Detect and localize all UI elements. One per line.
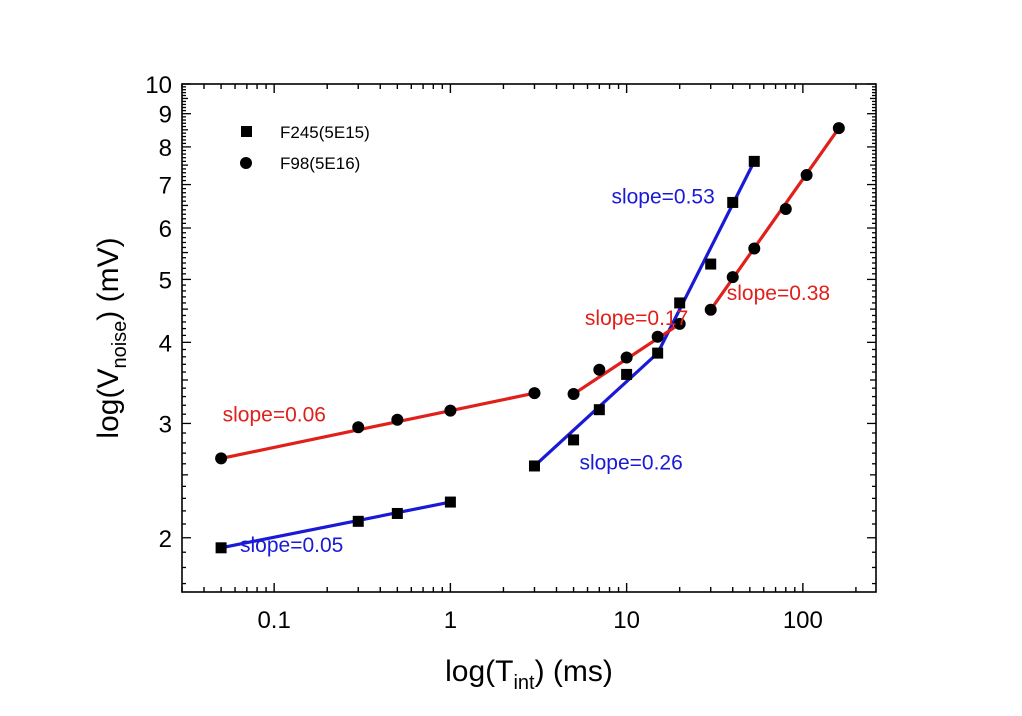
data-point-square [444,496,456,508]
slope-annotation: slope=0.38 [727,282,830,305]
fit-line [219,500,452,550]
data-point-square [748,155,760,167]
fit-lines [219,126,841,550]
data-point-square [215,542,227,554]
legend-marker-circle [240,157,252,169]
data-point-circle [779,202,792,215]
data-point-circle [444,404,457,417]
y-tick-label: 2 [159,526,172,553]
data-point-square [652,347,664,359]
fit-line [656,159,756,355]
slope-annotations: slope=0.05 slope=0.26 slope=0.53 slope=0.06… [223,185,830,557]
data-point-circle [391,413,404,426]
slope-annotation: slope=0.26 [579,451,682,474]
x-tick-label: 10 [613,607,640,634]
data-point-circle [593,363,606,376]
y-tick-label: 10 [145,72,172,99]
data-point-square [674,297,686,309]
y-tick-label: 7 [159,173,172,200]
data-point-circle [704,303,717,316]
slope-annotation: slope=0.05 [240,534,343,557]
data-point-square [621,368,633,380]
data-point-square [528,460,540,472]
data-point-circle [215,452,228,465]
x-tick-label: 1 [444,607,457,634]
data-point-square [593,404,605,416]
data-point-square [727,196,739,208]
y-tick-label: 5 [159,267,172,294]
x-tick-label: 0.1 [257,607,290,634]
slope-annotation: slope=0.53 [611,185,714,208]
legend: F245(5E15) F98(5E16) [240,123,370,173]
data-point-circle [620,351,633,364]
x-tick-label: 100 [783,607,823,634]
plot-frame [181,83,877,593]
data-point-circle [352,421,365,434]
data-point-circle [726,271,739,284]
data-point-circle [800,169,813,182]
data-point-circle [651,330,664,343]
data-markers [215,122,845,554]
data-point-circle [673,317,686,330]
fit-line [219,391,537,461]
slope-annotation: slope=0.17 [585,307,688,330]
y-tick-label: 8 [159,135,172,162]
y-tick-label: 3 [159,411,172,438]
legend-label-series-1: F245(5E15) [280,123,370,142]
y-tick-label: 6 [159,216,172,243]
data-point-square [705,258,717,270]
y-axis-label: log(Vnoise) (mV) [92,237,131,438]
data-point-circle [832,122,845,135]
data-point-square [352,515,364,527]
axis-ticks [181,83,876,592]
slope-annotation: slope=0.06 [223,404,326,427]
data-point-circle [528,387,541,400]
y-tick-label: 9 [159,102,172,129]
data-point-square [568,434,580,446]
data-point-circle [567,388,580,401]
data-point-square [391,507,403,519]
y-tick-label: 4 [159,330,172,357]
legend-label-series-2: F98(5E16) [280,154,360,173]
data-point-circle [748,242,761,255]
x-axis-label: log(Tint) (ms) [445,655,613,694]
legend-marker-square [241,126,252,137]
tick-labels: 0.1 1 10 100 2 3 4 5 6 7 8 9 10 [145,72,823,634]
